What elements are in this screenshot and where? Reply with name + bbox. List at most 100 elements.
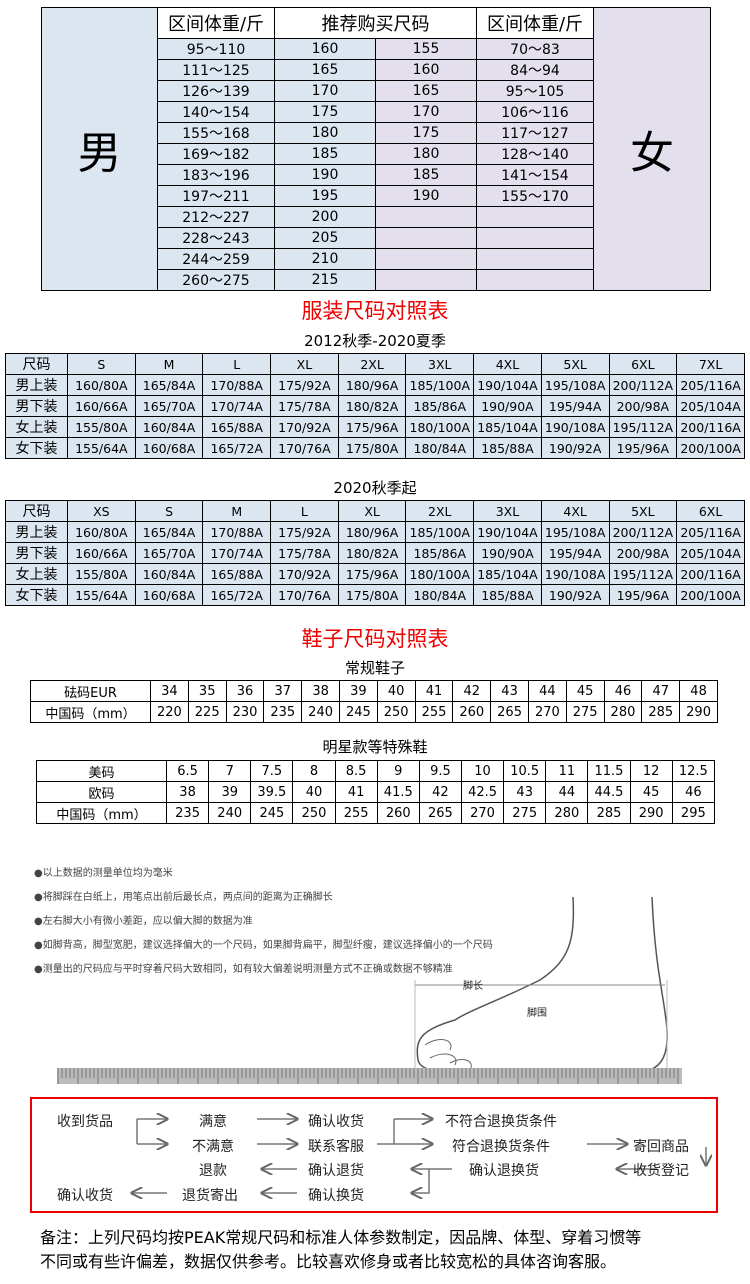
table-cell: 男下装	[5, 542, 68, 564]
table-cell: 225	[187, 701, 227, 723]
table-cell: 37	[263, 680, 303, 702]
table-cell: 11	[545, 760, 589, 782]
table-cell	[476, 227, 594, 249]
table-cell: 170/88A	[202, 521, 272, 543]
table-cell: 210	[274, 248, 376, 270]
clothing-subtitle-1: 2012秋季-2020夏季	[304, 332, 446, 350]
shoe-table-regular: 砝码EUR 34 35 36 37 38 39 40 41 42 43 44 45 46 47 48 中国码（m…	[30, 680, 718, 723]
table-cell: 42.5	[460, 781, 505, 803]
table-cell: 165/72A	[202, 437, 272, 459]
table-cell: 女下装	[5, 437, 68, 459]
table-cell: 240	[301, 701, 340, 723]
table-cell	[375, 206, 477, 228]
table-cell: 190/108A	[540, 416, 610, 438]
flow-receive: 收到货品	[57, 1114, 113, 1130]
table-cell: 155/80A	[67, 416, 136, 438]
table-cell: 215	[274, 269, 376, 291]
table-cell: 195/96A	[608, 437, 678, 459]
table-cell: 180/100A	[405, 563, 475, 585]
table-cell: 42	[452, 680, 492, 702]
table-cell: 117～127	[476, 122, 594, 144]
table-cell: 40	[376, 680, 416, 702]
table-cell: 205/104A	[676, 542, 745, 564]
table-cell: 170/92A	[270, 563, 339, 585]
table-cell: 185/104A	[473, 416, 542, 438]
table-cell: 200/100A	[676, 437, 745, 459]
table-cell: 205/104A	[676, 395, 745, 417]
table-cell: 6XL	[676, 500, 745, 522]
table-row: 男下装 160/66A 165/70A 170/74A 175/78A 180/82A 18…	[5, 395, 745, 417]
table-cell: 欧码	[36, 781, 167, 803]
table-cell: 111～125	[157, 59, 275, 81]
flow-register: 收货登记	[633, 1163, 689, 1179]
table-cell: 3XL	[473, 500, 542, 522]
shoes-title: 鞋子尺码对照表	[301, 627, 449, 651]
table-cell: 195/94A	[540, 395, 610, 417]
table-cell: 35	[187, 680, 227, 702]
table-cell: 中国码（mm）	[36, 802, 167, 824]
table-cell: 220	[150, 701, 189, 723]
header-cell: 推荐购买尺码	[274, 7, 477, 39]
flow-confirm-return: 确认退货	[308, 1163, 364, 1179]
table-cell: 175	[375, 122, 477, 144]
table-cell: 180/96A	[337, 374, 407, 396]
table-row: 95～110 160 155 70～83	[42, 38, 711, 60]
table-cell: 44	[545, 781, 589, 803]
table-row: 中国码（mm） 235 240 245 250 255 260 265 270 275 280 285…	[36, 802, 716, 824]
table-cell	[476, 248, 594, 270]
table-cell: 190/90A	[473, 542, 542, 564]
table-cell: 尺码	[5, 353, 68, 375]
table-cell: 160/84A	[134, 563, 204, 585]
flow-refund: 退款	[199, 1163, 227, 1179]
table-cell: 290	[679, 701, 718, 723]
table-cell: 160	[274, 38, 376, 60]
table-cell: 200/98A	[608, 542, 678, 564]
flow-send-back: 寄回商品	[633, 1139, 689, 1155]
flow-eligible: 符合退换货条件	[452, 1139, 550, 1155]
table-cell: 250	[376, 701, 416, 723]
table-cell: 250	[292, 802, 336, 824]
table-cell: 200/98A	[608, 395, 678, 417]
table-cell: 275	[503, 802, 547, 824]
flow-return-shipped: 退货寄出	[182, 1188, 238, 1204]
table-cell: 160/80A	[67, 521, 136, 543]
table-cell: 3XL	[405, 353, 475, 375]
header-cell: 区间体重/斤	[157, 7, 275, 39]
table-cell: 183～196	[157, 164, 275, 186]
table-cell: 175/80A	[337, 437, 407, 459]
table-cell: 140～154	[157, 101, 275, 123]
table-cell: 106～116	[476, 101, 594, 123]
table-cell: 165	[375, 80, 477, 102]
table-row: 228～243 205	[42, 227, 711, 249]
table-cell: 44	[527, 680, 567, 702]
table-cell: 中国码（mm）	[30, 701, 151, 723]
table-row: 女下装 155/64A 160/68A 165/72A 170/76A 175/80A 18…	[5, 437, 745, 459]
table-cell	[476, 269, 594, 291]
table-cell: 175/92A	[270, 521, 339, 543]
table-cell: 45	[565, 680, 605, 702]
footer-note: 备注：上列尺码均按PEAK常规尺码和标准人体参数制定，因品牌、体型、穿着习惯等 …	[40, 1226, 740, 1274]
table-cell: 244～259	[157, 248, 275, 270]
table-cell: M	[202, 500, 272, 522]
table-cell: 165/84A	[134, 374, 204, 396]
table-cell: 230	[225, 701, 265, 723]
table-cell: 165	[274, 59, 376, 81]
table-cell: 200/100A	[676, 584, 745, 606]
foot-length-label: 脚长	[463, 981, 483, 992]
table-cell: 280	[545, 802, 589, 824]
shoes-subtitle-1: 常规鞋子	[344, 659, 405, 677]
table-cell: 46	[671, 781, 716, 803]
table-cell: 41.5	[376, 781, 420, 803]
table-cell: 275	[565, 701, 605, 723]
table-row: 美码 6.5 7 7.5 8 8.5 9 9.5 10 10.5 11 11.5 12 12.5	[36, 760, 716, 782]
table-cell: 165/84A	[134, 521, 204, 543]
table-cell	[375, 227, 477, 249]
table-cell: 200	[274, 206, 376, 228]
table-cell: 39.5	[250, 781, 294, 803]
table-cell: 175/92A	[270, 374, 339, 396]
table-cell: 175/78A	[270, 395, 339, 417]
table-cell: 180	[375, 143, 477, 165]
women-label: 女	[593, 7, 711, 291]
measure-tip: ●将脚踩在白纸上，用笔点出前后最长点，两点间的距离为正确脚长	[34, 892, 333, 903]
table-row: 女上装 155/80A 160/84A 165/88A 170/92A 175/96A 18…	[5, 416, 745, 438]
